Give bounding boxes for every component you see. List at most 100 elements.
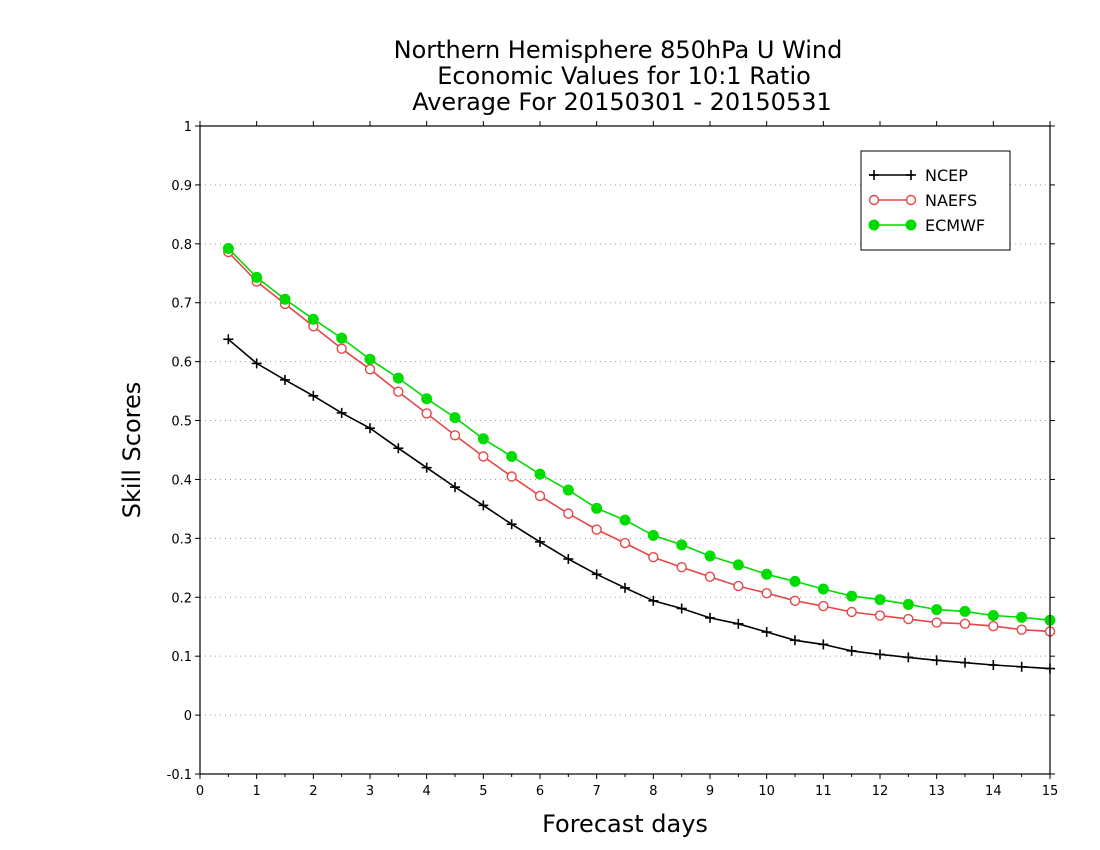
data-point-ncep [960, 657, 970, 668]
data-point-ncep [705, 612, 715, 623]
data-point-ecmwf [562, 484, 574, 496]
data-point-ecmwf [846, 590, 858, 602]
legend-items: NCEP NAEFS ECMWF [868, 166, 985, 235]
data-point-ncep [903, 652, 914, 663]
data-point-naefs [676, 562, 687, 573]
legend-marker [906, 170, 916, 180]
data-point-naefs [364, 364, 376, 375]
data-point-ncep [620, 582, 630, 593]
data-point-ncep [393, 443, 404, 454]
legend: NCEP NAEFS ECMWF [860, 150, 1011, 251]
y-tick-label: 0.2 [171, 591, 192, 606]
legend-marker [869, 170, 879, 180]
data-point-ncep [846, 645, 857, 656]
legend-marker [868, 219, 880, 231]
data-point-ecmwf [931, 604, 943, 616]
data-point-naefs [506, 471, 517, 482]
x-tick-label: 4 [423, 784, 431, 799]
data-point-naefs [534, 490, 546, 502]
data-point-naefs [393, 386, 404, 397]
data-point-ncep [988, 660, 999, 671]
data-point-ecmwf [279, 293, 291, 305]
x-tick-label: 6 [536, 784, 544, 799]
x-tick-label: 10 [758, 784, 775, 799]
data-point-naefs [846, 606, 857, 618]
legend-marker [868, 194, 880, 206]
data-point-ecmwf [676, 539, 688, 551]
data-point-ncep [1016, 661, 1027, 672]
data-point-naefs [874, 610, 886, 621]
legend-label-ecmwf: ECMWF [925, 216, 985, 235]
data-point-ecmwf [477, 433, 489, 445]
series-ecmwf [222, 243, 1056, 626]
data-point-ecmwf [761, 568, 773, 580]
y-axis-label: Skill Scores [118, 382, 146, 519]
data-point-ecmwf [817, 583, 829, 595]
title-line-3: Average For 20150301 - 20150531 [412, 88, 832, 116]
x-tick-label: 14 [985, 784, 1002, 799]
data-point-ncep [506, 519, 517, 530]
data-point-ncep [223, 334, 234, 345]
data-point-ecmwf [307, 313, 319, 325]
y-tick-label: 0.6 [171, 356, 192, 371]
y-tick-label: 0 [184, 709, 192, 724]
legend-label-naefs: NAEFS [925, 191, 977, 210]
data-point-ncep [761, 627, 772, 638]
x-tick-label: 8 [649, 784, 657, 799]
legend-marker [905, 219, 917, 231]
x-tick-label: 11 [815, 784, 832, 799]
data-point-ecmwf [959, 605, 971, 617]
tick-labels: -0.100.10.20.30.40.50.60.70.80.910 1 2 3 4 5 6… [167, 120, 1059, 799]
data-point-ncep [421, 462, 432, 473]
data-point-naefs [761, 587, 772, 599]
data-point-ecmwf [789, 575, 801, 587]
data-point-naefs [336, 343, 347, 354]
data-point-ncep [648, 595, 659, 606]
series-line-naefs [227, 251, 1051, 633]
data-point-ecmwf [251, 271, 263, 283]
data-point-naefs [818, 600, 829, 612]
data-point-ecmwf [704, 550, 716, 562]
series-line-ecmwf [227, 247, 1051, 621]
data-point-naefs [789, 595, 801, 607]
y-tick-label: 0.8 [171, 238, 192, 253]
x-tick-label: 5 [479, 784, 487, 799]
data-point-ecmwf [449, 412, 461, 424]
x-axis-label: Forecast days [542, 810, 708, 838]
data-point-naefs [959, 618, 971, 629]
x-tick-label: 15 [1042, 784, 1059, 799]
data-point-naefs [648, 552, 659, 563]
x-tick-label: 0 [196, 784, 204, 799]
x-tick-label: 3 [366, 784, 374, 799]
data-point-ecmwf [732, 559, 744, 571]
data-point-ncep [790, 635, 800, 646]
data-point-naefs [931, 617, 942, 628]
series-ncep [223, 334, 1055, 674]
data-point-ncep [535, 536, 545, 547]
y-tick-label: 1 [184, 120, 192, 135]
series-naefs [223, 246, 1056, 637]
data-point-ncep [875, 649, 885, 660]
data-point-ncep [478, 500, 489, 511]
y-tick-label: 0.1 [171, 650, 192, 665]
title-line-2: Economic Values for 10:1 Ratio [437, 62, 811, 90]
legend-label-ncep: NCEP [925, 166, 968, 185]
data-point-ecmwf [506, 450, 518, 462]
gridlines [200, 184, 1050, 716]
y-tick-label: 0.7 [171, 297, 192, 312]
data-point-ecmwf [619, 514, 631, 526]
legend-item-ncep: NCEP [869, 166, 968, 185]
data-point-naefs [903, 613, 914, 625]
data-point-ncep [733, 618, 744, 629]
data-point-ncep [931, 655, 942, 666]
chart-title: Northern Hemisphere 850hPa U Wind Econom… [394, 36, 843, 116]
data-point-naefs [704, 571, 716, 582]
x-tick-label: 9 [706, 784, 714, 799]
y-tick-label: 0.5 [171, 415, 192, 430]
y-tick-label: -0.1 [167, 768, 192, 783]
y-tick-label: 0.9 [171, 179, 192, 194]
data-point-naefs [619, 537, 631, 549]
data-point-ecmwf [421, 393, 433, 405]
x-tick-label: 2 [309, 784, 317, 799]
data-point-ncep [450, 482, 460, 493]
